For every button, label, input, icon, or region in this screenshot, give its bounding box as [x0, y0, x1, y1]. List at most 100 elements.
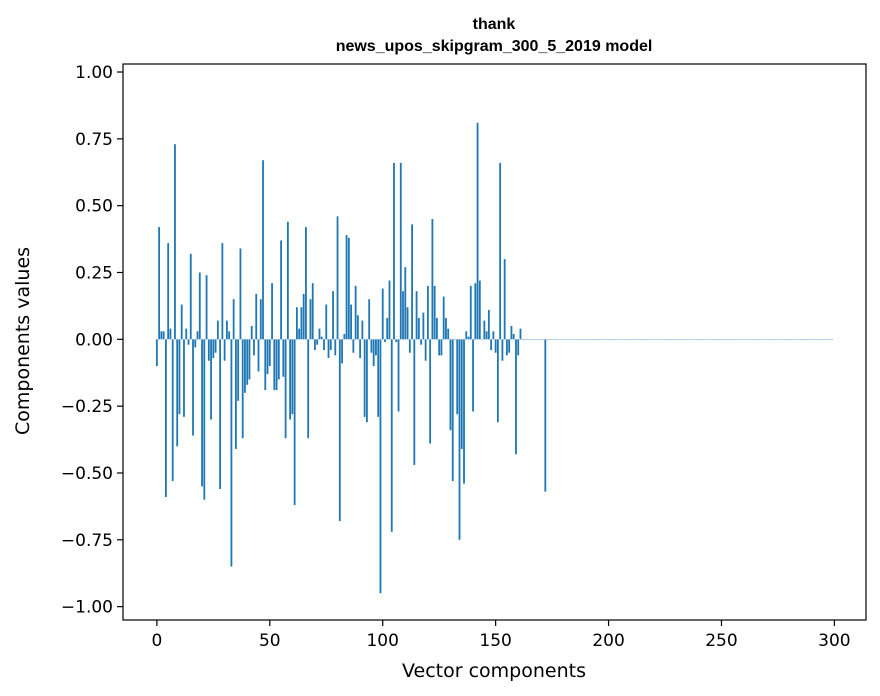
y-tick-label: 0.50 — [75, 197, 113, 217]
y-tick-label: −0.75 — [61, 531, 113, 551]
bar — [366, 339, 368, 423]
bar — [451, 339, 454, 481]
bar — [216, 320, 219, 340]
bar — [314, 339, 316, 351]
bar — [413, 339, 416, 465]
bar — [268, 339, 271, 367]
bar — [155, 339, 158, 367]
bar — [438, 339, 441, 356]
x-tick-label: 100 — [366, 631, 398, 651]
bar — [201, 339, 203, 487]
bar — [515, 339, 517, 455]
bar — [350, 304, 352, 340]
bar — [343, 333, 346, 340]
y-axis-ticks: −1.00 −0.75 −0.50 −0.25 0.00 0.25 0.50 0.75 1.00 — [61, 63, 123, 618]
bar — [544, 339, 547, 492]
bar — [508, 339, 511, 353]
bar — [271, 283, 273, 340]
bar — [458, 339, 461, 540]
bar — [178, 339, 181, 415]
bar — [282, 339, 285, 377]
bar — [329, 339, 332, 351]
bar — [352, 339, 355, 353]
bar — [162, 331, 165, 340]
bar — [375, 339, 377, 356]
bar — [519, 328, 522, 340]
bar — [354, 285, 357, 340]
x-tick-label: 0 — [151, 631, 162, 651]
bar — [460, 339, 463, 449]
bar — [302, 293, 305, 340]
bar — [399, 162, 402, 340]
x-tick-label: 300 — [818, 631, 850, 651]
bar — [171, 339, 174, 481]
bar — [221, 243, 224, 340]
bar — [320, 336, 323, 340]
y-tick-label: 1.00 — [75, 63, 113, 83]
bar — [476, 122, 479, 340]
bar — [219, 339, 222, 490]
bar — [404, 267, 407, 340]
bar — [424, 339, 427, 361]
bar — [397, 339, 400, 412]
bar — [436, 317, 438, 340]
bar — [429, 339, 432, 444]
bar — [334, 339, 337, 356]
y-tick-label: −1.00 — [61, 598, 113, 618]
bar — [494, 339, 497, 353]
bar — [347, 237, 350, 340]
bar — [327, 339, 330, 359]
bar — [361, 320, 364, 340]
bar — [246, 339, 249, 385]
bar — [506, 339, 508, 356]
bar — [490, 339, 493, 351]
bar — [305, 227, 307, 340]
bar — [198, 272, 201, 340]
bar — [386, 317, 389, 340]
bar — [368, 299, 371, 340]
bar — [449, 339, 452, 431]
bar — [239, 248, 242, 340]
bar — [356, 315, 359, 340]
bar — [318, 328, 321, 340]
bar — [517, 339, 520, 356]
bar — [370, 339, 373, 353]
bar — [295, 307, 298, 340]
chart-title: thank — [473, 16, 516, 33]
x-tick-label: 150 — [479, 631, 511, 651]
bar — [325, 304, 328, 340]
bar — [341, 339, 343, 364]
bar — [510, 325, 513, 340]
bar — [214, 339, 217, 353]
bar — [275, 339, 278, 391]
bar — [393, 162, 395, 340]
bar — [496, 339, 499, 423]
bar — [291, 339, 294, 415]
y-tick-label: −0.50 — [61, 464, 113, 484]
bar — [225, 320, 228, 340]
y-tick-label: −0.25 — [61, 397, 113, 417]
y-tick-label: 0.25 — [75, 264, 113, 284]
bar — [165, 339, 167, 498]
bar — [174, 144, 176, 340]
bar — [257, 339, 260, 372]
y-axis-label: Components values — [12, 247, 34, 435]
bar — [250, 325, 253, 340]
bar — [192, 339, 194, 436]
x-tick-label: 200 — [592, 631, 624, 651]
bar — [235, 339, 237, 449]
bar — [183, 339, 185, 417]
bar — [316, 339, 319, 345]
bar — [390, 339, 393, 532]
bar — [467, 336, 470, 340]
bar — [372, 339, 375, 367]
bar — [336, 216, 339, 340]
bar — [359, 339, 362, 359]
bar — [415, 291, 418, 340]
x-axis-label: Vector components — [402, 660, 586, 682]
bar — [512, 333, 515, 340]
bar — [277, 339, 280, 380]
bar — [487, 309, 490, 340]
bar — [180, 304, 183, 340]
